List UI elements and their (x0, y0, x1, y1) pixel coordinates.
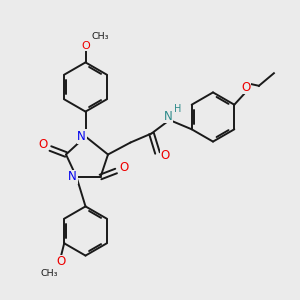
Text: O: O (119, 161, 128, 174)
Text: N: N (164, 110, 172, 123)
Text: N: N (68, 170, 77, 184)
Text: O: O (38, 138, 47, 152)
Text: O: O (241, 81, 250, 94)
Text: CH₃: CH₃ (92, 32, 109, 41)
Text: H: H (174, 104, 182, 115)
Text: CH₃: CH₃ (40, 269, 58, 278)
Text: O: O (160, 149, 169, 163)
Text: O: O (81, 41, 90, 51)
Text: N: N (77, 130, 86, 143)
Text: O: O (56, 255, 65, 268)
